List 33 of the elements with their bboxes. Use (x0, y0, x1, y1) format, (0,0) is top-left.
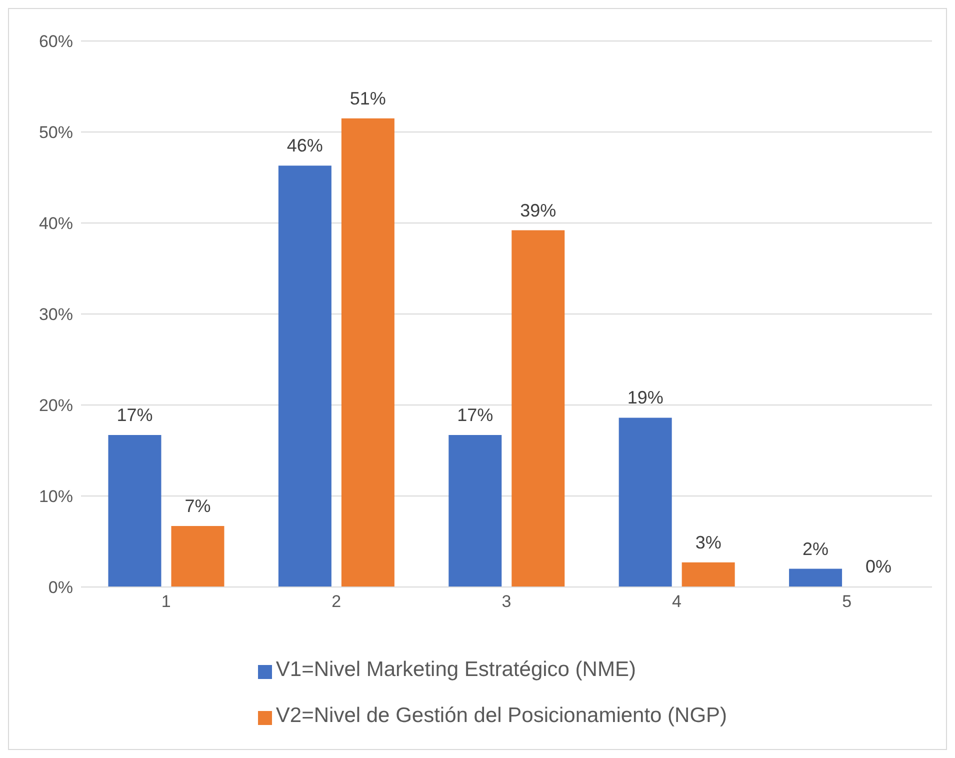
data-label: 7% (184, 496, 211, 516)
y-tick-label: 20% (38, 396, 73, 416)
y-tick-label: 0% (48, 578, 73, 598)
data-label: 17% (116, 405, 153, 426)
bar (448, 435, 502, 587)
x-tick-label: 1 (161, 592, 171, 612)
legend-label: V1=Nivel Marketing Estratégico (NME) (276, 658, 636, 681)
legend-label: V2=Nivel de Gestión del Posicionamiento (NGP) (276, 704, 728, 727)
data-label: 17% (457, 405, 494, 426)
data-label: 39% (520, 200, 556, 220)
x-tick-label: 5 (842, 592, 852, 612)
y-tick-label: 30% (38, 305, 73, 324)
data-label: 3% (695, 532, 722, 552)
y-tick-label: 60% (38, 32, 73, 52)
data-label: 46% (286, 136, 323, 156)
bar (278, 166, 332, 587)
bar (108, 435, 162, 587)
bar (512, 230, 565, 587)
bar (618, 418, 672, 587)
x-tick-label: 4 (672, 592, 682, 612)
y-tick-label: 40% (38, 214, 73, 234)
x-tick-label: 3 (502, 592, 512, 612)
x-tick-label: 2 (332, 592, 342, 612)
data-label: 51% (350, 88, 386, 108)
bar (341, 118, 394, 587)
bar (682, 562, 735, 587)
y-tick-label: 50% (38, 123, 73, 142)
y-tick-label: 10% (38, 487, 73, 506)
data-label: 0% (866, 556, 892, 576)
data-label: 2% (802, 538, 829, 559)
data-label: 19% (627, 388, 664, 408)
bar (171, 526, 224, 587)
bar (789, 568, 842, 587)
